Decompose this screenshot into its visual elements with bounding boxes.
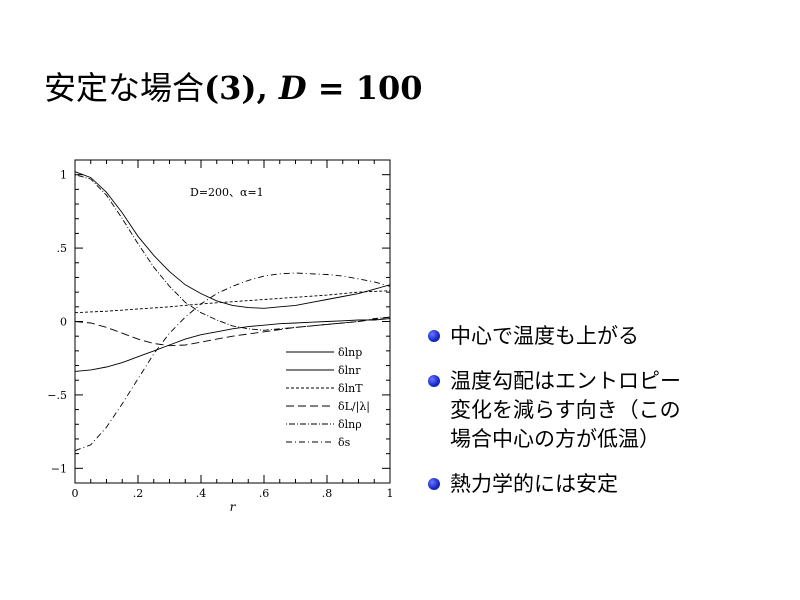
bullet-text: 変化を減らす向き（この [450, 398, 681, 422]
bullet-dot-icon [428, 375, 440, 387]
bullet-item: 中心で温度も上がる [428, 322, 788, 351]
x-tick-label: 1 [387, 487, 394, 500]
legend-label: δlnp [338, 346, 362, 359]
legend-label: δlnr [338, 364, 361, 377]
slide-title: 安定な場合(3), D = 100 [44, 68, 422, 108]
x-tick-label: .2 [133, 487, 144, 500]
title-main: 安定な場合 [44, 69, 205, 107]
y-tick-label: −.5 [47, 389, 67, 402]
x-tick-label: .8 [322, 487, 333, 500]
bullet-text: 中心で温度も上がる [450, 324, 639, 348]
chart-annotation: D=200、α=1 [190, 186, 264, 199]
x-axis-label: r [230, 500, 237, 514]
bullet-dot-icon [428, 330, 440, 342]
series-line [74, 316, 391, 347]
title-paren: (3), [204, 69, 268, 107]
bullet-text: 場合中心の方が低温） [450, 427, 660, 451]
bullet-item: 熱力学的には安定 [428, 470, 788, 499]
series-line [74, 174, 391, 331]
legend-label: δlnρ [338, 418, 362, 431]
series-line [74, 290, 391, 314]
legend-label: δL/|λ| [338, 400, 370, 414]
plot-frame [74, 159, 391, 484]
bullet-list: 中心で温度も上がる 温度勾配はエントロピー 変化を減らす向き（この 場合中心の方… [428, 322, 788, 515]
legend-label: δlnT [338, 382, 363, 395]
title-var: D [278, 69, 307, 107]
bullet-dot-icon [428, 478, 440, 490]
y-tick-label: .5 [57, 242, 68, 255]
title-eq: = 100 [306, 69, 423, 107]
y-tick-label: 0 [60, 316, 67, 329]
y-tick-label: −1 [51, 462, 67, 475]
y-tick-label: 1 [60, 169, 67, 182]
x-tick-label: .6 [259, 487, 270, 500]
series-line [74, 272, 391, 452]
series-line [74, 318, 391, 372]
bullet-text: 温度勾配はエントロピー [450, 369, 681, 393]
series-line [74, 171, 391, 309]
bullet-text: 熱力学的には安定 [450, 472, 618, 496]
bullet-item: 温度勾配はエントロピー 変化を減らす向き（この 場合中心の方が低温） [428, 367, 788, 454]
title-math: (3), D = 100 [204, 69, 422, 107]
x-tick-label: 0 [72, 487, 79, 500]
x-tick-label: .4 [196, 487, 207, 500]
legend-label: δs [338, 436, 351, 449]
